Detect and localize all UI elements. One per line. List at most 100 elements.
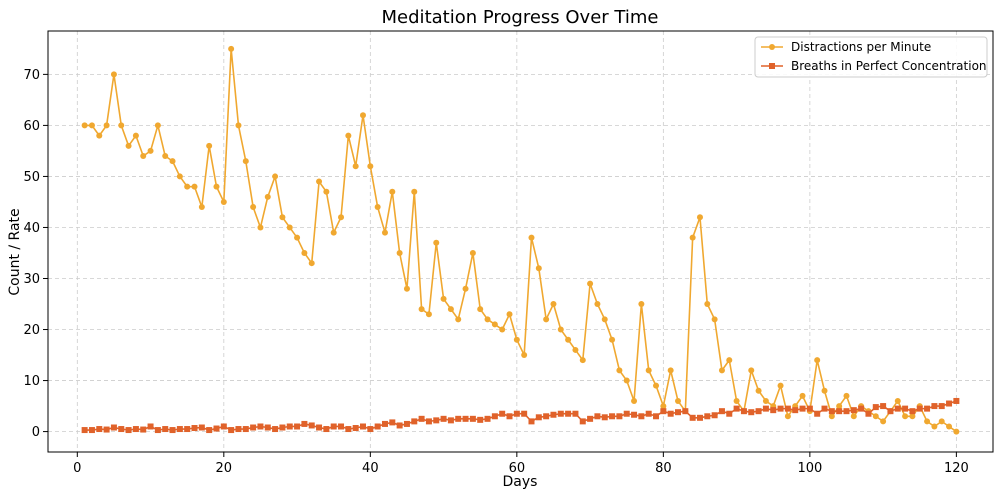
- grid-lines: [48, 31, 993, 452]
- data-point: [843, 392, 850, 399]
- data-point: [440, 295, 447, 302]
- data-point: [894, 397, 901, 404]
- data-point: [242, 426, 249, 433]
- data-point: [689, 414, 696, 421]
- data-point: [140, 426, 147, 433]
- data-point: [294, 423, 301, 430]
- data-point: [601, 414, 608, 421]
- data-point: [550, 301, 557, 308]
- data-point: [403, 420, 410, 427]
- data-point: [645, 410, 652, 417]
- data-point: [257, 224, 264, 231]
- data-point: [286, 224, 293, 231]
- legend-box: [754, 36, 988, 78]
- data-point: [411, 418, 418, 425]
- data-point: [814, 357, 821, 364]
- data-point: [799, 392, 806, 399]
- data-point: [902, 405, 909, 412]
- data-point: [528, 418, 535, 425]
- x-tick-label: 0: [73, 461, 81, 476]
- data-point: [667, 410, 674, 417]
- data-point: [601, 316, 608, 323]
- data-point: [103, 122, 110, 129]
- data-point: [762, 397, 769, 404]
- data-point: [198, 204, 205, 211]
- data-point: [543, 316, 550, 323]
- data-point: [631, 411, 638, 418]
- y-tick-label: 40: [23, 221, 40, 236]
- data-point: [206, 142, 213, 149]
- data-point: [616, 413, 623, 420]
- data-point: [704, 413, 711, 420]
- y-axis-label: Count / Rate: [7, 208, 23, 295]
- data-point: [565, 410, 572, 417]
- data-point: [609, 336, 616, 343]
- data-point: [565, 336, 572, 343]
- data-point: [762, 405, 769, 412]
- data-point: [198, 424, 205, 431]
- data-point: [118, 426, 125, 433]
- data-point: [696, 214, 703, 221]
- data-point: [228, 45, 235, 52]
- data-point: [257, 423, 264, 430]
- y-tick-label: 60: [23, 119, 40, 134]
- data-point: [352, 425, 359, 432]
- data-point: [191, 183, 198, 190]
- data-point: [242, 158, 249, 165]
- data-point: [169, 427, 176, 434]
- data-point: [455, 316, 462, 323]
- data-point: [469, 249, 476, 256]
- y-tick-label: 50: [23, 170, 40, 185]
- data-point: [557, 410, 564, 417]
- data-point: [850, 413, 857, 420]
- data-point: [667, 367, 674, 374]
- data-point: [323, 188, 330, 195]
- data-point: [528, 234, 535, 241]
- data-point: [96, 132, 103, 139]
- data-point: [806, 405, 813, 412]
- x-tick-label: 100: [797, 461, 822, 476]
- data-point: [689, 234, 696, 241]
- data-point: [792, 407, 799, 414]
- data-point: [213, 425, 220, 432]
- data-point: [653, 382, 660, 389]
- data-point: [718, 408, 725, 415]
- data-point: [521, 410, 528, 417]
- data-point: [425, 418, 432, 425]
- data-point: [828, 413, 835, 420]
- data-point: [345, 426, 352, 433]
- data-point: [294, 234, 301, 241]
- data-point: [543, 413, 550, 420]
- data-point: [308, 260, 315, 267]
- data-point: [352, 163, 359, 170]
- x-axis-label: Days: [503, 474, 538, 490]
- data-point: [433, 239, 440, 246]
- data-point: [836, 408, 843, 415]
- data-point: [711, 412, 718, 419]
- data-point: [132, 426, 139, 433]
- x-tick-label: 80: [655, 461, 672, 476]
- data-point: [272, 173, 279, 180]
- data-point: [140, 153, 147, 160]
- axis-ticks: 0 20 40 60 80 100 120 0 10 20 30 40 50 60 70: [23, 68, 968, 476]
- data-point: [660, 403, 667, 410]
- legend-marker: [769, 44, 775, 50]
- data-point: [147, 147, 154, 154]
- data-point: [338, 214, 345, 221]
- data-point: [484, 415, 491, 422]
- data-point: [535, 265, 542, 272]
- data-point: [316, 424, 323, 431]
- plot-area-frame: [47, 30, 994, 453]
- y-tick-label: 10: [23, 374, 40, 389]
- data-point: [440, 415, 447, 422]
- data-point: [360, 112, 366, 119]
- data-point: [770, 407, 777, 414]
- data-point: [924, 418, 931, 425]
- data-point: [103, 426, 110, 433]
- data-point: [118, 122, 125, 129]
- data-point: [162, 426, 169, 433]
- data-point: [631, 397, 638, 404]
- x-tick-label: 120: [944, 461, 969, 476]
- data-point: [850, 407, 857, 414]
